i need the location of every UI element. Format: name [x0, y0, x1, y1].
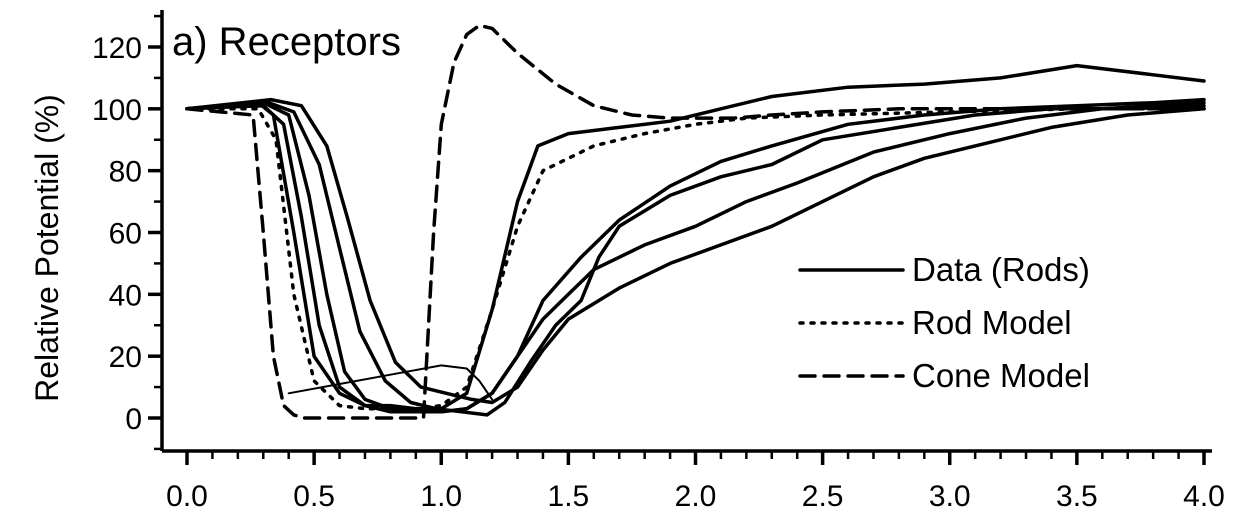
chart-title: a) Receptors	[172, 20, 401, 64]
x-tick-label: 2.0	[675, 480, 717, 513]
series-data-rods-4	[185, 100, 1206, 417]
y-tick-label: 60	[109, 218, 142, 251]
legend: Data (Rods) Rod Model Cone Model	[798, 251, 1090, 394]
legend-label-data-rods: Data (Rods)	[912, 251, 1090, 288]
y-tick-label: 80	[109, 156, 142, 189]
legend-label-cone-model: Cone Model	[912, 357, 1090, 394]
ticks: 0.0 0.5 1.0 1.5 2.0 2.5 3.0 3.5 4.0 0 20 40 60 80 100 1…	[92, 14, 1225, 513]
x-tick-label: 2.5	[802, 480, 844, 513]
x-tick-label: 1.0	[420, 480, 462, 513]
x-tick-label: 4.0	[1183, 480, 1225, 513]
series-group	[185, 23, 1206, 420]
series-data-rods-3	[185, 100, 1206, 414]
x-tick-label: 0.0	[166, 480, 208, 513]
y-tick-label: 120	[92, 32, 142, 65]
y-tick-label: 0	[125, 403, 142, 436]
y-tick-label: 20	[109, 341, 142, 374]
series-cone-model	[185, 23, 1206, 420]
x-tick-label: 3.0	[929, 480, 971, 513]
series-data-rods-extra	[287, 364, 494, 401]
x-tick-label: 1.5	[548, 480, 590, 513]
x-tick-label: 0.5	[293, 480, 335, 513]
y-tick-label: 40	[109, 279, 142, 312]
y-tick-label: 100	[92, 94, 142, 127]
series-data-rods-1	[185, 63, 1206, 411]
y-axis-title: Relative Potential (%)	[29, 94, 65, 402]
series-data-rods-5	[185, 97, 1206, 405]
x-tick-label: 3.5	[1056, 480, 1098, 513]
series-rod-model	[185, 107, 1206, 411]
axes	[160, 10, 1212, 453]
legend-label-rod-model: Rod Model	[912, 304, 1072, 341]
